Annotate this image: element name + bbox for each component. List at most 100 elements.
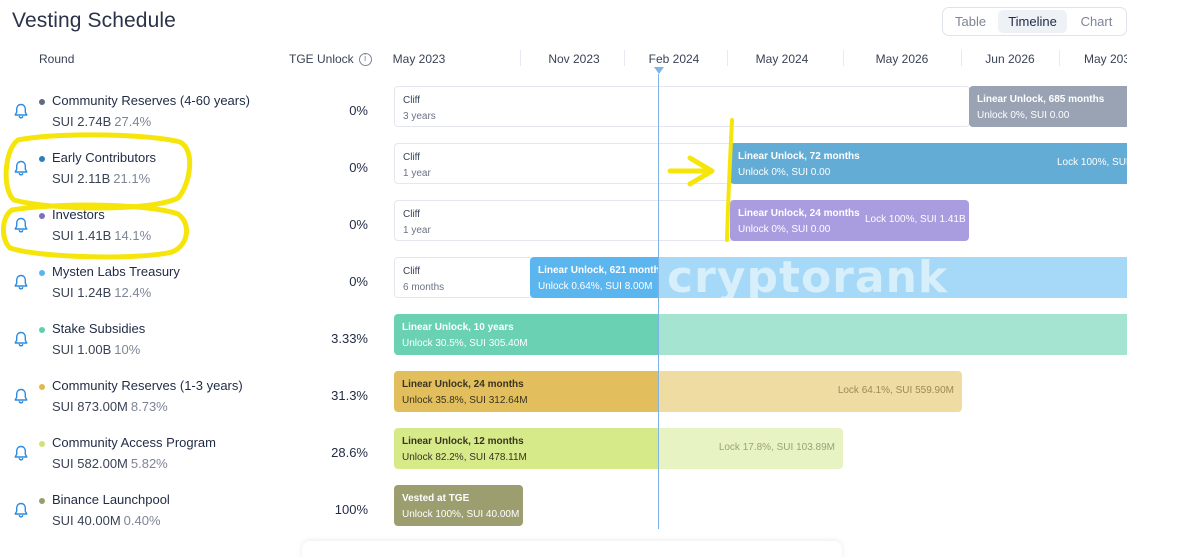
linear-unlock-bar[interactable]: Linear Unlock, 24 months Unlock 35.8%, S… (394, 371, 659, 412)
bell-icon[interactable] (12, 216, 30, 234)
current-date-line (658, 74, 659, 529)
unlock-amount: Unlock 0.64%, SUI 8.00M (538, 281, 653, 292)
bell-icon[interactable] (12, 387, 30, 405)
bell-icon[interactable] (12, 444, 30, 462)
round-tge-unlock: 28.6% (331, 445, 368, 460)
view-switcher: Table Timeline Chart (942, 7, 1127, 36)
round-tge-unlock: 0% (349, 217, 368, 232)
bottom-panel (302, 541, 842, 557)
timeline-tick (727, 50, 728, 66)
linear-unlock-bar[interactable]: Linear Unlock, 10 years Unlock 30.5%, SU… (394, 314, 659, 355)
lock-amount: Lock 17.8%, SUI 103.89M (718, 442, 835, 453)
linear-unlock-bar[interactable]: Linear Unlock, 72 months Unlock 0%, SUI … (730, 143, 1127, 184)
timeline-date: Nov 2023 (548, 52, 600, 66)
timeline-date: May 2024 (755, 52, 809, 66)
info-icon[interactable]: i (358, 52, 372, 66)
timeline-tick (1059, 50, 1060, 66)
round-share: 5.82% (130, 456, 168, 471)
lock-amount: Lock 100%, SUI 1.41B (865, 214, 966, 225)
unlock-title: Vested at TGE (402, 493, 470, 504)
locked-remainder-bar[interactable] (658, 257, 1127, 298)
linear-unlock-bar[interactable]: Linear Unlock, 685 months Unlock 0%, SUI… (969, 86, 1127, 127)
round-share: 21.1% (113, 171, 151, 186)
round-share: 14.1% (114, 228, 152, 243)
round-amount: SUI 582.00M 5.82% (52, 456, 168, 471)
round-color-dot (39, 213, 45, 219)
round-amount: SUI 1.00B 10% (52, 342, 140, 357)
unlock-amount: Unlock 0%, SUI 0.00 (977, 110, 1070, 121)
round-tge-unlock: 3.33% (331, 331, 368, 346)
round-color-dot (39, 498, 45, 504)
round-share: 27.4% (114, 114, 152, 129)
bell-icon[interactable] (12, 501, 30, 519)
round-color-dot (39, 270, 45, 276)
bell-icon[interactable] (12, 102, 30, 120)
round-tge-unlock: 100% (334, 502, 368, 517)
cliff-duration: 3 years (403, 111, 436, 122)
round-row[interactable]: Community Access Program SUI 582.00M 5.82… (0, 430, 1200, 487)
round-name: Stake Subsidies (52, 321, 146, 336)
timeline-date: Feb 2024 (648, 52, 700, 66)
round-row[interactable]: Mysten Labs Treasury SUI 1.24B 12.4% 0% (0, 259, 1200, 316)
round-name: Binance Launchpool (52, 492, 170, 507)
lock-amount: Lock 64.1%, SUI 559.90M (837, 385, 954, 396)
cliff-bar[interactable]: Cliff 3 years (394, 86, 970, 127)
linear-unlock-bar[interactable]: Linear Unlock, 24 months Unlock 0%, SUI … (730, 200, 969, 241)
round-row[interactable]: Community Reserves (4-60 years) SUI 2.74… (0, 88, 1200, 145)
round-name: Mysten Labs Treasury (52, 264, 180, 279)
timeline-tick (843, 50, 844, 66)
round-name: Community Access Program (52, 435, 216, 450)
round-amount-value: SUI 1.24B (52, 285, 112, 300)
timeline-date: May 2023 (392, 52, 446, 66)
round-name: Early Contributors (52, 150, 157, 165)
tab-table[interactable]: Table (955, 14, 987, 29)
vested-at-tge-bar[interactable]: Vested at TGE Unlock 100%, SUI 40.00M (394, 485, 523, 526)
round-amount: SUI 2.74B 27.4% (52, 114, 151, 129)
round-amount: SUI 1.24B 12.4% (52, 285, 151, 300)
round-amount-value: SUI 40.00M (52, 513, 121, 528)
cliff-bar[interactable]: Cliff 1 year (394, 200, 734, 241)
round-color-dot (39, 384, 45, 390)
round-amount-value: SUI 582.00M (52, 456, 128, 471)
round-color-dot (39, 156, 45, 162)
cliff-bar[interactable]: Cliff 6 months (394, 257, 534, 298)
tab-chart[interactable]: Chart (1080, 14, 1113, 29)
tge-unlock-label: TGE Unlock (289, 52, 354, 66)
round-name: Community Reserves (1-3 years) (52, 378, 243, 393)
timeline-date: May 2030 (1084, 52, 1127, 66)
round-share: 12.4% (114, 285, 152, 300)
round-amount: SUI 873.00M 8.73% (52, 399, 168, 414)
linear-unlock-bar[interactable]: Linear Unlock, 621 months Unlock 0.64%, … (530, 257, 660, 298)
round-amount-value: SUI 873.00M (52, 399, 128, 414)
unlock-title: Linear Unlock, 10 years (402, 322, 514, 333)
unlock-title: Linear Unlock, 24 months (402, 379, 524, 390)
bell-icon[interactable] (12, 330, 30, 348)
cliff-bar[interactable]: Cliff 1 year (394, 143, 734, 184)
round-row[interactable]: Stake Subsidies SUI 1.00B 10% 3.33% (0, 316, 1200, 373)
tab-timeline[interactable]: Timeline (998, 10, 1067, 33)
unlock-amount: Unlock 82.2%, SUI 478.11M (402, 452, 527, 463)
bell-icon[interactable] (12, 159, 30, 177)
locked-remainder-bar[interactable]: Lock 17.8%, SUI 103.89M (658, 428, 843, 469)
round-amount: SUI 2.11B 21.1% (52, 171, 150, 186)
current-date-marker-icon (654, 67, 664, 74)
round-name: Community Reserves (4-60 years) (52, 93, 250, 108)
bell-icon[interactable] (12, 273, 30, 291)
timeline-date: Jun 2026 (985, 52, 1035, 66)
round-color-dot (39, 441, 45, 447)
locked-remainder-bar[interactable] (658, 314, 1127, 355)
round-row[interactable]: Community Reserves (1-3 years) SUI 873.0… (0, 373, 1200, 430)
unlock-title: Linear Unlock, 72 months (738, 151, 860, 162)
unlock-amount: Unlock 30.5%, SUI 305.40M (402, 338, 528, 349)
page-title: Vesting Schedule (12, 9, 176, 32)
unlock-amount: Unlock 0%, SUI 0.00 (738, 224, 831, 235)
linear-unlock-bar[interactable]: Linear Unlock, 12 months Unlock 82.2%, S… (394, 428, 659, 469)
cliff-duration: 6 months (403, 282, 445, 293)
timeline-tick (624, 50, 625, 66)
unlock-title: Linear Unlock, 24 months (738, 208, 860, 219)
round-amount: SUI 1.41B 14.1% (52, 228, 151, 243)
round-row[interactable]: Binance Launchpool SUI 40.00M 0.40% 100% (0, 487, 1200, 544)
unlock-amount: Unlock 35.8%, SUI 312.64M (402, 395, 528, 406)
locked-remainder-bar[interactable]: Lock 64.1%, SUI 559.90M (658, 371, 962, 412)
round-tge-unlock: 0% (349, 274, 368, 289)
